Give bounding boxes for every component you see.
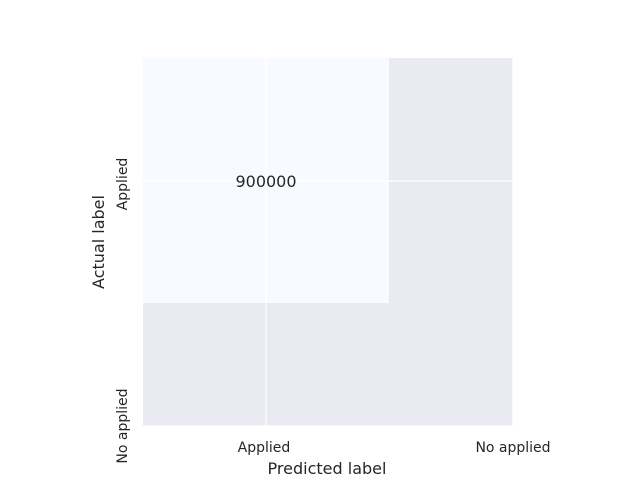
cell-value-labels: 900000: [235, 172, 296, 191]
x-tick-label-applied: Applied: [238, 440, 291, 456]
y-axis-label: Actual label: [89, 195, 108, 289]
gridlines: [143, 58, 514, 427]
cell-value-label: 900000: [235, 172, 296, 191]
x-tick-label-no-applied: No applied: [475, 440, 550, 456]
y-tick-label-applied: Applied: [115, 158, 131, 211]
x-axis-label: Predicted label: [268, 459, 387, 478]
y-tick-label-no-applied: No applied: [115, 388, 131, 463]
